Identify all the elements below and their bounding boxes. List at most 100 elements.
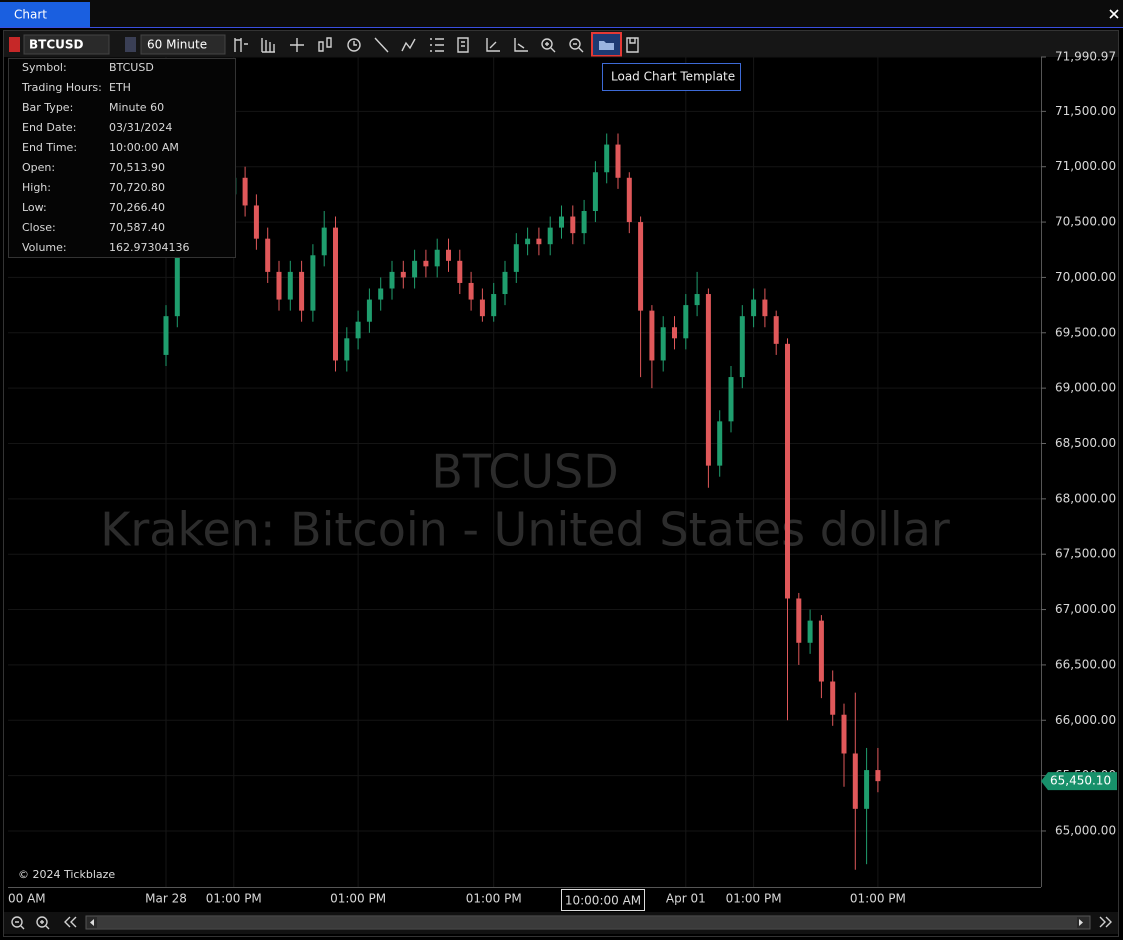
scroll-thumb[interactable]	[97, 917, 1077, 928]
candle-body	[570, 216, 576, 234]
watermark-symbol: BTCUSD	[431, 445, 618, 499]
candle-body	[344, 338, 350, 361]
timeframe-color[interactable]	[125, 37, 136, 52]
info-value: 10:00:00 AM	[109, 141, 179, 154]
y-tick-label: 70,500.00	[1055, 215, 1116, 229]
info-value: BTCUSD	[109, 61, 154, 74]
info-label: Low:	[22, 201, 47, 214]
symbol-color[interactable]	[9, 37, 20, 52]
last-price-tag	[1041, 772, 1117, 791]
watermark-description: Kraken: Bitcoin - United States dollar	[100, 503, 950, 557]
crosshair-label: 10:00:00 AM	[565, 894, 641, 908]
candle-body	[626, 177, 632, 223]
tab[interactable]	[0, 2, 90, 27]
candle-body	[638, 222, 644, 311]
x-tick-label: 01:00 PM	[726, 892, 782, 906]
candle-body	[864, 770, 870, 809]
candle-body	[852, 753, 858, 809]
x-tick-label: Mar 28	[145, 892, 187, 906]
symbol: BTCUSD	[29, 38, 84, 52]
candle-body	[242, 177, 248, 206]
y-tick-label: 67,500.00	[1055, 547, 1116, 561]
candle-body	[536, 238, 542, 245]
y-tick-label: 69,500.00	[1055, 325, 1116, 339]
candle-body	[366, 299, 372, 322]
candle-body	[875, 770, 881, 782]
info-value: 70,513.90	[109, 161, 165, 174]
candle-body	[389, 271, 395, 289]
candle-body	[796, 598, 802, 643]
candle-body	[592, 172, 598, 211]
candle-body	[423, 260, 429, 267]
x-tick-label: 01:00 PM	[206, 892, 262, 906]
candle-body	[502, 271, 508, 295]
candle-body	[333, 227, 338, 361]
candle-body	[253, 205, 259, 239]
info-value: 70,587.40	[109, 221, 165, 234]
y-tick-label: 71,990.97	[1055, 50, 1116, 64]
candle-body	[513, 244, 519, 272]
toolbar-icons[interactable]	[234, 37, 639, 53]
tooltip-box	[602, 63, 741, 91]
info-value: 162.97304136	[109, 241, 189, 254]
y-tick-label: 65,000.00	[1055, 823, 1116, 837]
info-label: Volume:	[22, 241, 67, 254]
candle-body	[785, 343, 790, 599]
candle-body	[818, 620, 824, 682]
y-tick-label: 67,000.00	[1055, 602, 1116, 616]
candle-body	[559, 216, 564, 228]
candle-body	[751, 299, 757, 317]
info-label: Bar Type:	[22, 101, 73, 114]
y-tick-label: 68,000.00	[1055, 491, 1116, 505]
y-tick-label: 66,000.00	[1055, 713, 1116, 727]
candle-body	[717, 421, 723, 466]
candle-body	[287, 271, 293, 300]
candle-body	[434, 249, 440, 267]
candle-body	[739, 316, 745, 378]
candle-body	[728, 377, 734, 422]
x-axis: 00 AM Mar 28 01:00 PM 01:00 PM 01:00 PM Apr 0…	[8, 892, 906, 906]
info-label: End Time:	[22, 141, 77, 154]
candle-body	[468, 282, 474, 300]
candle-body	[762, 299, 768, 317]
x-tick-label: 01:00 PM	[466, 892, 522, 906]
candle-body	[830, 681, 836, 715]
folder-icon	[599, 41, 614, 50]
candle-body	[694, 294, 700, 306]
candle-body	[479, 299, 485, 317]
info-label: Close:	[22, 221, 56, 234]
candle-body	[547, 227, 553, 245]
info-rows: Symbol: BTCUSD Trading Hours: ETH Bar Type: M…	[21, 61, 189, 254]
tab-title: Chart	[14, 8, 47, 22]
y-tick-label: 66,500.00	[1055, 657, 1116, 671]
candle-body	[299, 271, 305, 311]
y-axis: 65,000.0065,500.0066,000.0066,500.0067,0…	[1041, 50, 1117, 837]
info-label: Open:	[22, 161, 55, 174]
frame	[3, 30, 1119, 937]
candle-body	[310, 255, 316, 311]
candle-body	[649, 310, 655, 361]
close-button[interactable]	[1109, 9, 1119, 19]
candle-body	[321, 227, 327, 256]
y-tick-label: 71,000.00	[1055, 159, 1116, 173]
symbol-box[interactable]	[23, 34, 110, 55]
candle-body	[672, 327, 677, 339]
y-tick-label: 71,500.00	[1055, 104, 1116, 118]
candle-body	[841, 714, 847, 754]
crosshair-box	[561, 889, 645, 911]
candle-body	[378, 288, 384, 300]
info-box	[8, 58, 236, 258]
candle-body	[660, 327, 666, 361]
candle-body	[446, 249, 451, 261]
candle-body	[412, 260, 418, 278]
candles	[163, 133, 881, 870]
candle-body	[773, 316, 779, 344]
candle-body	[525, 238, 531, 245]
x-clipped-label: 00 AM	[8, 892, 46, 906]
bottom-icons[interactable]	[11, 916, 1112, 930]
candle-body	[807, 620, 813, 643]
x-tick-label: Apr 01	[666, 892, 706, 906]
timeframe-box[interactable]	[140, 34, 226, 55]
info-value: 03/31/2024	[109, 121, 172, 134]
